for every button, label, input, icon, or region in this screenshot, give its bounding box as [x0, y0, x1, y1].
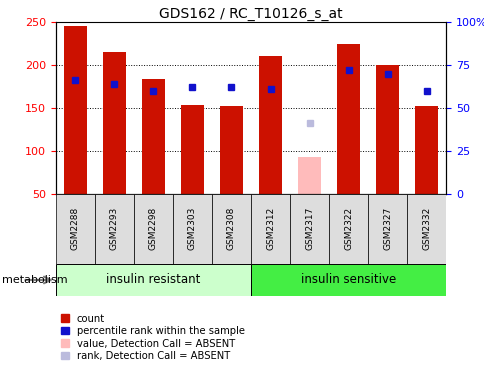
Bar: [173, 194, 212, 264]
Text: GSM2312: GSM2312: [265, 207, 274, 250]
Text: GSM2327: GSM2327: [382, 207, 392, 250]
Text: insulin sensitive: insulin sensitive: [301, 273, 395, 287]
Bar: [375, 65, 398, 194]
Text: GSM2288: GSM2288: [71, 207, 80, 250]
Bar: [407, 194, 445, 264]
Bar: [134, 194, 173, 264]
Text: metabolism: metabolism: [2, 275, 68, 285]
Bar: [329, 194, 367, 264]
Title: GDS162 / RC_T10126_s_at: GDS162 / RC_T10126_s_at: [159, 7, 342, 21]
Text: GSM2308: GSM2308: [227, 207, 236, 250]
Bar: [141, 79, 165, 194]
Bar: [56, 264, 251, 296]
Bar: [251, 194, 289, 264]
Bar: [251, 264, 445, 296]
Legend: count, percentile rank within the sample, value, Detection Call = ABSENT, rank, : count, percentile rank within the sample…: [60, 314, 244, 361]
Bar: [297, 157, 320, 194]
Text: GSM2322: GSM2322: [343, 207, 352, 250]
Text: GSM2293: GSM2293: [109, 207, 119, 250]
Bar: [414, 106, 438, 194]
Bar: [63, 26, 87, 194]
Text: GSM2317: GSM2317: [304, 207, 314, 250]
Bar: [219, 106, 242, 194]
Text: GSM2298: GSM2298: [149, 207, 158, 250]
Bar: [181, 105, 204, 194]
Bar: [258, 56, 282, 194]
Bar: [289, 194, 329, 264]
Text: GSM2332: GSM2332: [421, 207, 430, 250]
Bar: [56, 194, 95, 264]
Text: GSM2303: GSM2303: [187, 207, 197, 250]
Bar: [103, 52, 126, 194]
Text: insulin resistant: insulin resistant: [106, 273, 200, 287]
Bar: [95, 194, 134, 264]
Bar: [212, 194, 251, 264]
Bar: [336, 44, 360, 194]
Bar: [367, 194, 407, 264]
